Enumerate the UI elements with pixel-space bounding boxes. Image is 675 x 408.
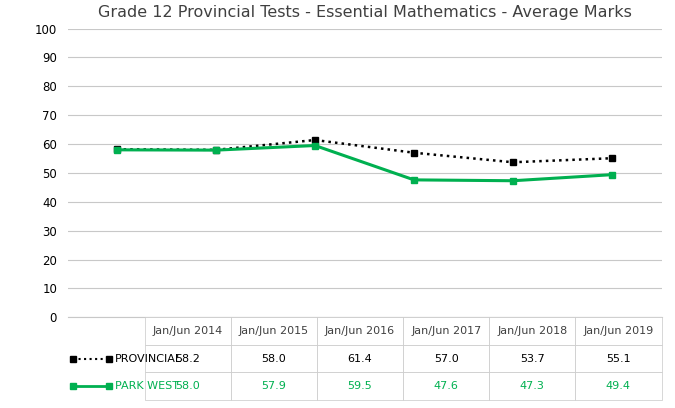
Title: Grade 12 Provincial Tests - Essential Mathematics - Average Marks: Grade 12 Provincial Tests - Essential Ma… xyxy=(98,5,631,20)
Text: PARK WEST: PARK WEST xyxy=(115,381,179,391)
Text: PROVINCIAL: PROVINCIAL xyxy=(115,354,182,364)
